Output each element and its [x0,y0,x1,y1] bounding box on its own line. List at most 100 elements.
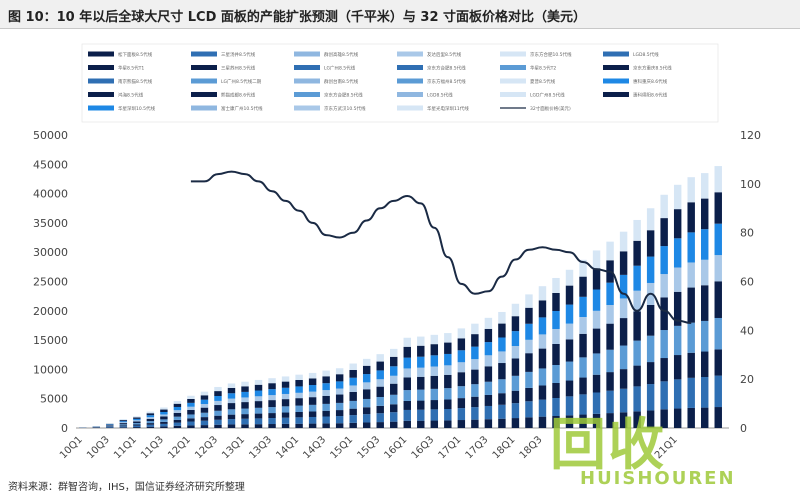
bar-segment [687,352,695,378]
bar-segment [444,409,452,421]
bar-segment [471,384,479,397]
y2-tick-label: 0 [740,422,747,435]
bar-15Q3 [376,354,384,428]
bar-segment [430,420,439,428]
bar-segment [281,381,290,388]
bar-segment [646,335,655,363]
bar-segment [173,425,182,428]
bar-21Q4 [714,166,722,428]
x-tick-label: 11Q3 [139,434,166,461]
bar-segment [457,420,466,428]
bar-segment [119,419,128,421]
legend-label: 惠科绵阳8.6代线 [633,92,668,99]
legend-label: 三星汤井8.5代线 [221,51,256,58]
bar-segment [376,370,384,380]
bar-segment [565,380,574,397]
bar-segment [349,363,357,370]
bar-segment [525,401,533,418]
bar-18Q1 [511,303,520,428]
bar-segment [133,416,141,418]
bar-segment [619,298,628,319]
bar-segment [444,365,452,375]
x-tick-label: 10Q3 [85,434,112,461]
bar-segment [376,361,384,371]
bar-segment [295,398,303,406]
bar-segment [660,330,668,359]
y2-tick-label: 100 [740,178,761,191]
bar-segment [525,353,533,372]
bar-segment [133,427,141,428]
chart: 松下面板8.5代线 三星汤井8.5代线 群创高雄8.5代线 友达后里8.5代线 京东方合… [33,43,761,461]
x-tick-label: 16Q3 [410,434,437,461]
bar-segment [187,398,195,403]
y-tick-label: 15000 [33,334,68,347]
legend-swatch [294,51,320,57]
bar-segment [511,403,520,419]
bar-segment [268,407,276,414]
bar-segment [525,294,533,308]
x-tick-label: 14Q3 [301,434,328,461]
y-tick-label: 50000 [33,129,68,142]
y-tick-label: 45000 [33,158,68,171]
bar-segment [173,406,182,411]
bar-segment [592,268,601,290]
bar-segment [430,344,439,356]
bar-segment [200,391,209,396]
bar-14Q2 [308,372,317,428]
bar-segment [362,365,371,375]
bar-segment [701,285,709,321]
bar-segment [173,419,182,423]
bar-segment [349,422,357,428]
bar-segment [362,407,371,415]
bar-segment [241,391,249,398]
bar-segment [592,413,601,428]
bar-segment [200,404,209,408]
bar-segment [565,361,574,381]
bar-segment [660,381,668,410]
bar-segment [254,418,263,425]
legend-swatch [500,92,526,97]
bar-segment [552,364,560,383]
bar-segment [187,406,195,410]
bar-segment [579,317,587,334]
bar-segment [525,323,533,340]
bar-21Q2 [687,177,695,428]
bar-segment [471,396,479,408]
bar-segment [565,269,574,286]
bar-segment [592,328,601,354]
bar-segment [592,289,601,311]
bar-segment [579,414,587,428]
bar-segment [227,387,236,394]
bar-segment [227,398,236,404]
bar-segment [119,422,128,424]
y-tick-label: 40000 [33,188,68,201]
bar-segment [390,394,398,405]
y-tick-label: 0 [61,422,68,435]
bar-segment [308,378,317,386]
legend-label: 松下面板8.5代线 [118,51,153,58]
bar-segment [268,378,276,384]
bar-segment [579,276,587,297]
bar-segment [633,311,641,341]
bar-segment [687,177,695,203]
bar-segment [511,375,520,391]
bar-segment [214,400,222,406]
bar-segment [498,351,506,364]
y-tick-label: 30000 [33,246,68,259]
legend-label: 京东方重庆8.5代线 [633,65,672,72]
bar-11Q3 [160,407,168,428]
bar-segment [430,355,439,367]
bar-segment [403,377,411,391]
bar-segment [160,416,168,420]
bar-segment [106,426,114,427]
bar-20Q4 [660,194,668,428]
bar-segment [552,343,560,365]
bar-11Q1 [133,416,141,428]
bar-segment [525,387,533,402]
bar-segment [376,379,384,387]
bar-segment [349,400,357,409]
bar-segment [552,277,560,293]
bar-segment [579,357,587,378]
legend-swatch [191,78,217,84]
legend-label: 南京熊猫8.5代线 [118,78,153,85]
